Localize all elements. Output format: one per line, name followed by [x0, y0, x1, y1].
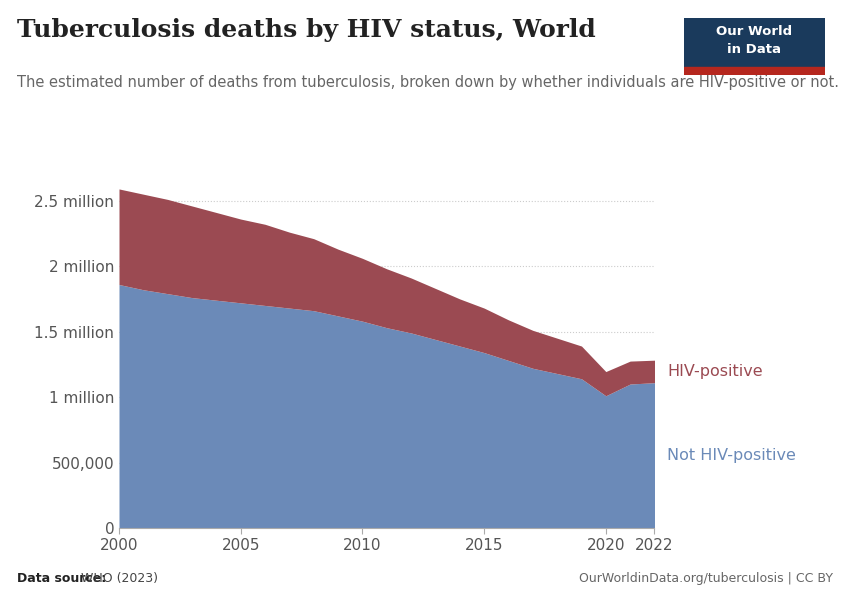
Text: Tuberculosis deaths by HIV status, World: Tuberculosis deaths by HIV status, World: [17, 18, 596, 42]
Bar: [684, 67, 824, 75]
Text: Our World
in Data: Our World in Data: [717, 25, 792, 56]
Text: WHO (2023): WHO (2023): [81, 572, 158, 585]
Text: OurWorldinData.org/tuberculosis | CC BY: OurWorldinData.org/tuberculosis | CC BY: [579, 572, 833, 585]
Text: Not HIV-positive: Not HIV-positive: [667, 448, 796, 463]
Text: Data source: WHO (2023): Data source: WHO (2023): [0, 599, 1, 600]
Text: The estimated number of deaths from tuberculosis, broken down by whether individ: The estimated number of deaths from tube…: [17, 75, 839, 90]
Text: Data source:: Data source:: [17, 572, 110, 585]
Text: HIV-positive: HIV-positive: [667, 364, 763, 379]
